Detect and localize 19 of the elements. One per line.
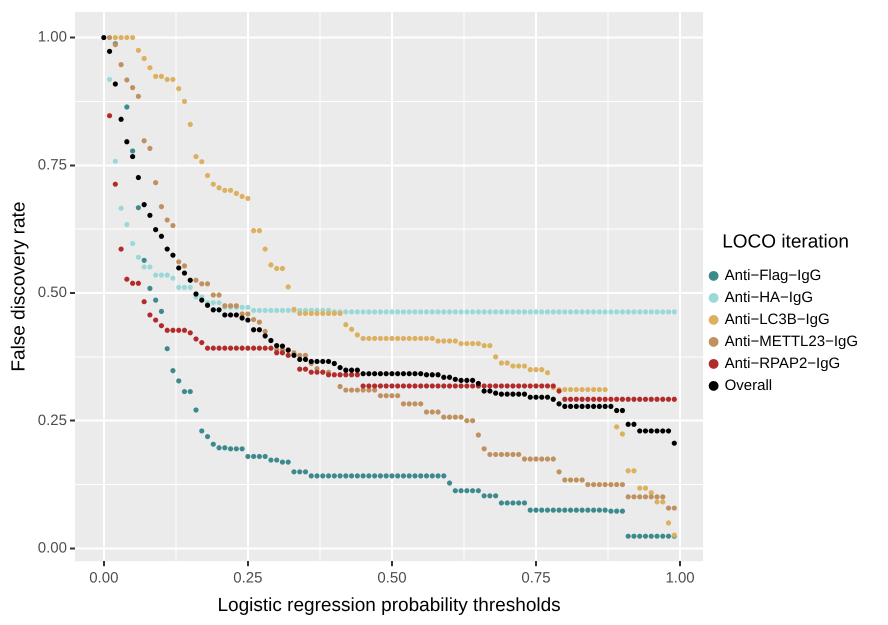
x-tick-label: 0.25	[233, 569, 262, 586]
y-axis-title: False discovery rate	[8, 202, 30, 372]
x-tick-label: 0.00	[89, 569, 118, 586]
x-tick-label: 0.75	[521, 569, 551, 586]
y-tick-label: 0.75	[38, 156, 67, 174]
legend-label: Anti−RPAP2−IgG	[724, 355, 840, 372]
legend-label: Anti−LC3B−IgG	[724, 311, 830, 328]
x-tick-label: 1.00	[665, 569, 695, 586]
legend-title: LOCO iteration	[722, 231, 849, 252]
x-axis-title: Logistic regression probability thresholds	[217, 594, 561, 616]
legend-label: Anti−Flag−IgG	[724, 267, 822, 284]
x-tick-label: 0.50	[377, 569, 407, 586]
legend-label: Anti−METTL23−IgG	[724, 333, 858, 350]
legend-label: Overall	[724, 377, 772, 394]
y-tick-label: 0.25	[38, 412, 67, 429]
y-tick-label: 0.50	[38, 284, 67, 302]
legend-label: Anti−HA−IgG	[724, 289, 813, 306]
y-tick-label: 1.00	[38, 28, 67, 46]
y-tick-label: 0.00	[38, 540, 67, 557]
